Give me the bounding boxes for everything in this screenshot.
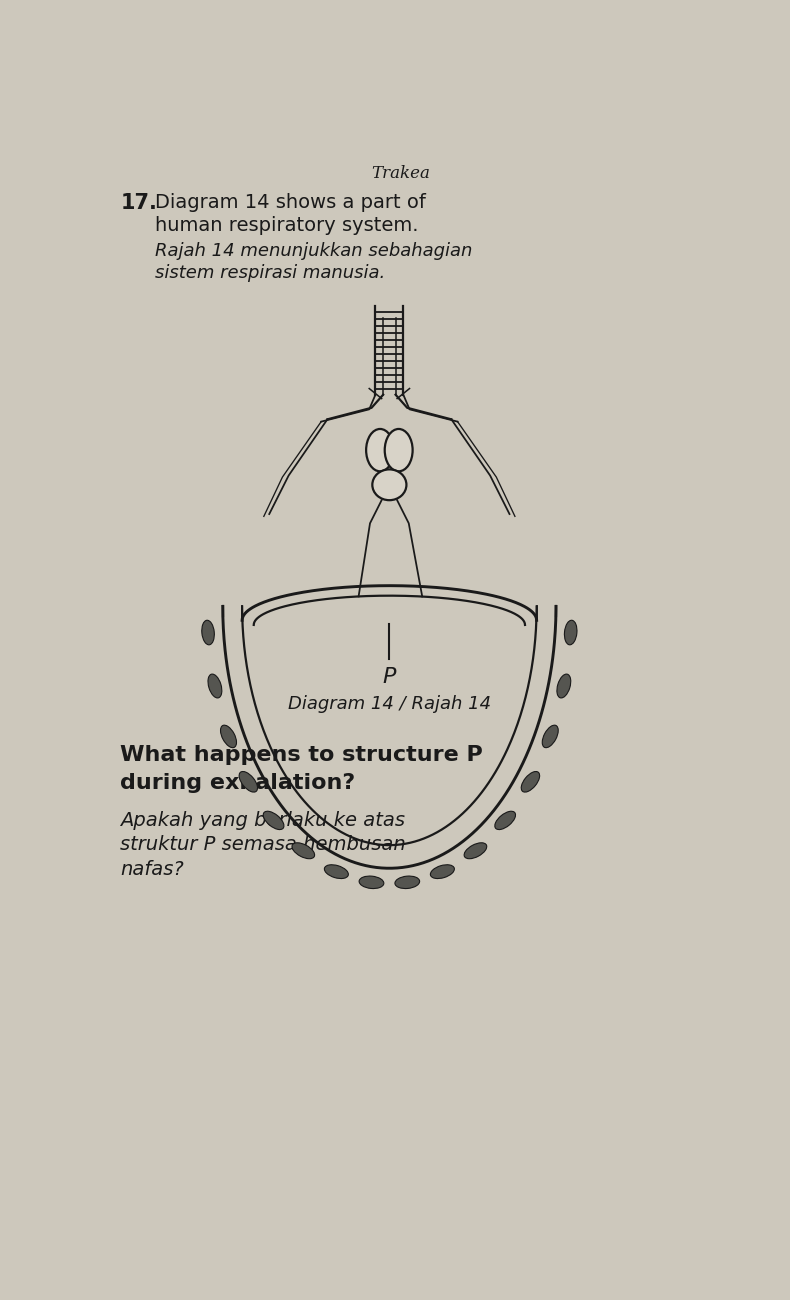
Ellipse shape <box>464 842 487 859</box>
Ellipse shape <box>495 811 516 829</box>
Ellipse shape <box>359 876 384 889</box>
Ellipse shape <box>372 469 406 501</box>
Text: P: P <box>382 667 396 686</box>
Text: Diagram 14 / Rajah 14: Diagram 14 / Rajah 14 <box>288 696 491 712</box>
Ellipse shape <box>366 429 394 472</box>
Ellipse shape <box>220 725 236 748</box>
Ellipse shape <box>564 620 577 645</box>
Ellipse shape <box>239 771 258 792</box>
Ellipse shape <box>292 842 314 859</box>
Text: Trakea: Trakea <box>371 165 431 182</box>
Text: human respiratory system.: human respiratory system. <box>155 216 418 235</box>
Ellipse shape <box>521 771 540 792</box>
Text: Rajah 14 menunjukkan sebahagian: Rajah 14 menunjukkan sebahagian <box>155 242 472 260</box>
Text: Diagram 14 shows a part of: Diagram 14 shows a part of <box>155 192 426 212</box>
Ellipse shape <box>557 675 570 698</box>
Text: sistem respirasi manusia.: sistem respirasi manusia. <box>155 264 385 282</box>
Text: nafas?: nafas? <box>120 859 184 879</box>
Ellipse shape <box>201 620 214 645</box>
Ellipse shape <box>431 864 454 879</box>
Ellipse shape <box>385 429 412 472</box>
Ellipse shape <box>542 725 559 748</box>
Text: Apakah yang berlaku ke atas: Apakah yang berlaku ke atas <box>120 810 405 829</box>
Text: 17.: 17. <box>120 192 157 213</box>
Ellipse shape <box>395 876 419 889</box>
Ellipse shape <box>325 864 348 879</box>
Ellipse shape <box>208 675 222 698</box>
Ellipse shape <box>263 811 284 829</box>
Text: during exhalation?: during exhalation? <box>120 772 356 793</box>
Text: struktur P semasa hembusan: struktur P semasa hembusan <box>120 835 406 854</box>
Text: What happens to structure P: What happens to structure P <box>120 745 483 764</box>
